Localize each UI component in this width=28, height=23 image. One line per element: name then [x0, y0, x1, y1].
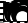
Point [8, 13, 9, 14]
Point [21, 14, 22, 15]
Point [22, 15, 23, 16]
Point [13, 13, 14, 14]
Bar [12, 12, 14, 20]
Point [8, 14, 9, 15]
Text: *: * [8, 0, 28, 23]
Bar [14, 14, 17, 20]
Text: p = 0.0001: p = 0.0001 [8, 0, 28, 23]
Point [19, 14, 20, 15]
Bar [8, 14, 10, 20]
Point [15, 16, 16, 17]
Text: *: * [14, 0, 28, 23]
Legend: Forwards, Backs: Forwards, Backs [0, 22, 6, 23]
Bar [21, 16, 24, 20]
Point [21, 16, 22, 17]
Bar [5, 10, 8, 20]
Text: p = 0.003: p = 0.003 [15, 0, 28, 23]
Text: p = 0.328: p = 0.328 [21, 0, 28, 23]
Point [19, 13, 20, 14]
Bar [19, 14, 21, 20]
